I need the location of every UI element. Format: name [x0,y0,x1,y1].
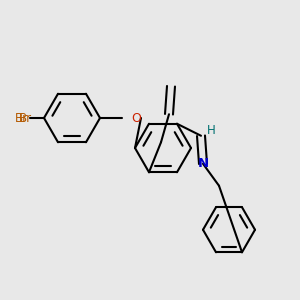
Text: Br: Br [15,112,28,124]
Text: Br: Br [19,112,32,124]
Text: N: N [197,157,208,170]
Text: H: H [207,124,215,137]
Text: O: O [131,112,141,124]
